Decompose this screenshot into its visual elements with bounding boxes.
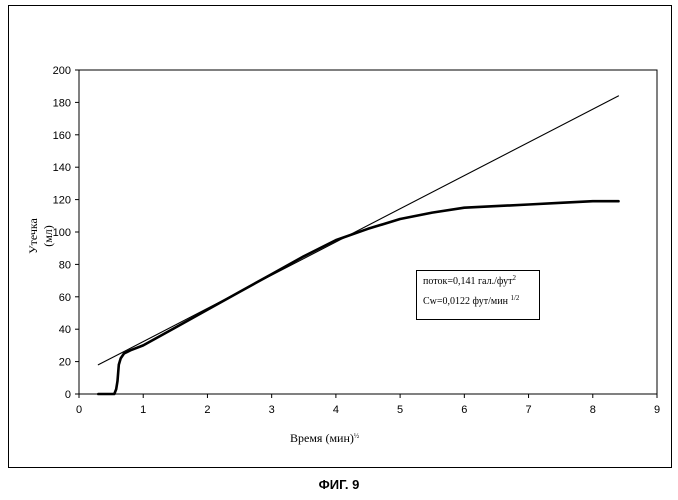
x-tick-label: 9 bbox=[654, 404, 660, 416]
annotation-cw-text: Cw=0,0122 фут/мин bbox=[423, 296, 510, 307]
annotation-box: поток=0,141 гал./фут2 Cw=0,0122 фут/мин … bbox=[416, 270, 540, 320]
series-fit-line bbox=[98, 96, 618, 365]
plot-area bbox=[79, 70, 657, 394]
x-tick-label: 8 bbox=[590, 404, 596, 416]
y-tick-label: 200 bbox=[53, 65, 71, 77]
y-axis-ticks: 020406080100120140160180200 bbox=[53, 65, 79, 401]
y-tick-label: 40 bbox=[59, 324, 71, 336]
x-tick-label: 3 bbox=[269, 404, 275, 416]
x-axis-label: Время (мин)½ bbox=[290, 431, 359, 446]
y-tick-label: 60 bbox=[59, 292, 71, 304]
series-layer bbox=[98, 96, 618, 394]
figure-caption: ФИГ. 9 bbox=[0, 477, 678, 492]
annotation-flow-sup: 2 bbox=[512, 274, 516, 282]
x-tick-label: 2 bbox=[204, 404, 210, 416]
x-tick-label: 6 bbox=[461, 404, 467, 416]
y-tick-label: 20 bbox=[59, 357, 71, 369]
x-tick-label: 7 bbox=[525, 404, 531, 416]
x-axis-label-text: Время (мин) bbox=[290, 431, 354, 445]
x-axis-ticks: 0 1 2 3 4 5 6 7 8 9 bbox=[76, 394, 660, 416]
y-axis-label: Утечка (мл) bbox=[26, 206, 56, 266]
y-tick-label: 0 bbox=[65, 389, 71, 401]
y-tick-label: 180 bbox=[53, 97, 71, 109]
x-tick-label: 0 bbox=[76, 404, 82, 416]
annotation-cw-sup: 1/2 bbox=[510, 294, 519, 302]
y-tick-label: 80 bbox=[59, 259, 71, 271]
y-tick-label: 160 bbox=[53, 130, 71, 142]
y-tick-label: 140 bbox=[53, 162, 71, 174]
y-tick-label: 120 bbox=[53, 195, 71, 207]
annotation-cw: Cw=0,0122 фут/мин 1/2 bbox=[423, 295, 539, 309]
x-tick-label: 5 bbox=[397, 404, 403, 416]
x-tick-label: 1 bbox=[140, 404, 146, 416]
annotation-flow: поток=0,141 гал./фут2 bbox=[423, 275, 539, 289]
x-axis-label-sup: ½ bbox=[354, 432, 359, 440]
annotation-flow-text: поток=0,141 гал./фут bbox=[423, 276, 512, 287]
x-tick-label: 4 bbox=[333, 404, 339, 416]
